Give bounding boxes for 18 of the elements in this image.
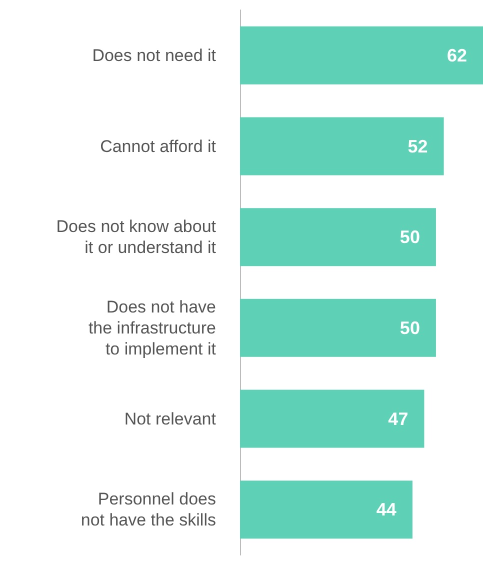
data-label: 44 bbox=[376, 500, 396, 520]
bar bbox=[240, 117, 444, 176]
bar bbox=[240, 26, 483, 84]
bar bbox=[240, 298, 436, 357]
bar bbox=[240, 390, 424, 448]
data-label: 50 bbox=[400, 318, 420, 338]
y-tick-label: Not relevant bbox=[124, 409, 216, 428]
y-tick-label: Personnel does not have the skills bbox=[80, 490, 216, 530]
bar bbox=[240, 208, 436, 266]
bar bbox=[240, 480, 412, 539]
data-label: 47 bbox=[388, 408, 408, 429]
y-tick-label: Does not know about it or understand it bbox=[56, 217, 216, 258]
y-tick-label: Does not have the infrastructure to implement it bbox=[88, 297, 216, 358]
data-label: 62 bbox=[446, 45, 467, 66]
data-label: 52 bbox=[408, 136, 428, 156]
data-label: 50 bbox=[400, 227, 420, 248]
y-tick-label: Cannot afford it bbox=[100, 136, 216, 156]
y-tick-label: Does not need it bbox=[92, 46, 216, 65]
